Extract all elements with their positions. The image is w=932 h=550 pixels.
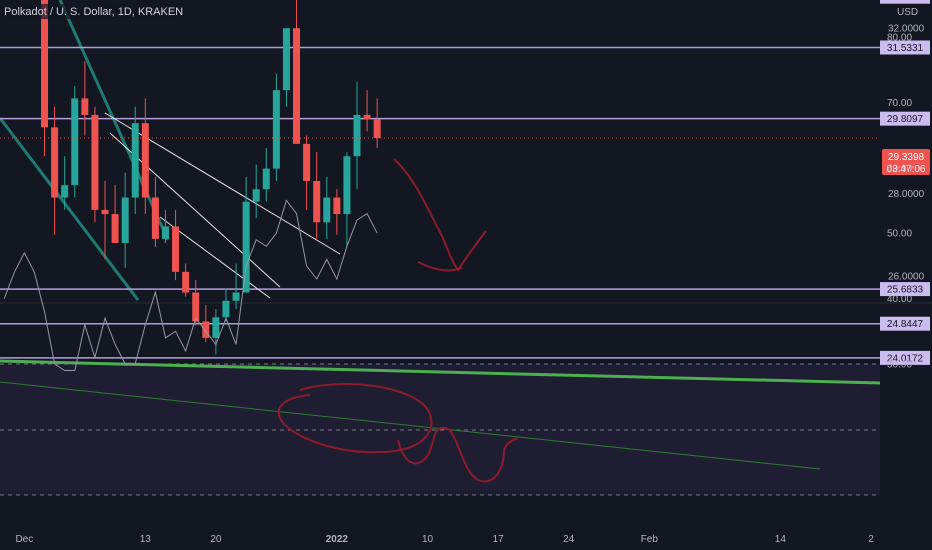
price-level-tag — [880, 40, 930, 55]
oscillator-tick-label: 70.00 — [887, 98, 912, 109]
price-tick-label: 28.0000 — [888, 189, 925, 200]
time-tick-label: 2022 — [326, 534, 349, 545]
candle-body — [41, 0, 49, 128]
candle-body — [303, 143, 311, 182]
chart-title: Polkadot / U. S. Dollar, 1D, KRAKEN — [4, 6, 183, 18]
candle-body — [71, 98, 79, 186]
candle-body — [141, 123, 149, 198]
candle-body — [172, 226, 180, 272]
price-level-value: 29.8097 — [887, 114, 924, 125]
candle-body — [232, 292, 240, 301]
price-level-value: 32.7621 — [887, 0, 924, 3]
candle-body — [272, 90, 280, 169]
green-trend-line — [0, 359, 881, 385]
oscillator-tick-label: 30.00 — [887, 360, 912, 371]
candle-body — [363, 114, 371, 120]
time-tick-label: 10 — [422, 534, 434, 545]
candle-body — [51, 127, 59, 198]
candle-body — [192, 292, 200, 322]
candle-body — [313, 181, 321, 223]
candle-body — [131, 123, 139, 198]
drawn-arrow-head — [417, 261, 463, 272]
price-level-tag — [880, 282, 930, 297]
time-tick-label: 14 — [775, 534, 787, 545]
countdown-timer: 03:47:06 — [887, 164, 926, 175]
candle-body — [212, 317, 220, 338]
time-tick-label: 13 — [140, 534, 152, 545]
title-backdrop — [2, 4, 180, 19]
candle-body — [293, 28, 301, 144]
candle-body — [323, 197, 331, 223]
price-level-value: 24.8447 — [887, 319, 924, 330]
candle-body — [61, 185, 69, 198]
candle-body — [353, 114, 361, 157]
drawn-ellipse — [277, 383, 433, 454]
price-level-value: 24.0172 — [887, 353, 924, 364]
candle-body — [182, 271, 190, 293]
price-level-tag — [880, 350, 930, 365]
candle-body — [121, 197, 129, 243]
time-tick-label: Dec — [15, 534, 33, 545]
current-price: 29.3398 — [888, 152, 925, 163]
candle-body — [151, 197, 159, 239]
oscillator-axis: 80.00 70.00 60.00 50.00 40.00 30.00 — [887, 33, 912, 371]
teal-trend-line — [0, 117, 140, 301]
price-level-value: 31.5331 — [887, 43, 924, 54]
candle-body — [333, 197, 341, 215]
oscillator-tick-label: 60.00 — [887, 163, 912, 174]
candle-body — [242, 201, 250, 293]
oscillator-tick-label: 50.00 — [887, 229, 912, 240]
rsi-line — [3, 199, 378, 371]
time-tick-label: 24 — [563, 534, 575, 545]
drawn-arrow — [393, 158, 487, 272]
candle-body — [91, 114, 99, 210]
candle-body — [101, 209, 109, 215]
time-tick-label: 17 — [493, 534, 505, 545]
candle-body — [252, 189, 260, 202]
currency-label: USD — [897, 7, 918, 18]
price-level-value: 25.6833 — [887, 285, 924, 296]
price-tick-label: 26.0000 — [888, 272, 925, 283]
thin-trend-line — [0, 381, 821, 470]
time-tick-label: Feb — [641, 534, 659, 545]
oscillator-tick-label: 80.00 — [887, 33, 912, 44]
time-tick-label: 2 — [868, 534, 874, 545]
candlestick-series — [41, 0, 381, 355]
candle-body — [161, 226, 169, 239]
price-level-tag — [880, 111, 930, 126]
teal-trend-line — [58, 0, 170, 241]
drawn-wave — [397, 426, 519, 483]
candle-body — [262, 168, 270, 190]
time-tick-label: 20 — [210, 534, 222, 545]
candle-body — [282, 28, 290, 91]
current-price-tag — [882, 149, 930, 175]
level-labels: 36.853832.762131.533129.809725.683324.84… — [880, 0, 930, 365]
candle-body — [111, 214, 119, 243]
price-tick-label: 32.0000 — [888, 24, 925, 35]
candle-body — [222, 300, 230, 318]
price-level-tag — [880, 316, 930, 331]
oscillator-tick-label: 40.00 — [887, 294, 912, 305]
candle-body — [343, 156, 351, 215]
time-axis: Dec 13 20 2022 10 17 24 Feb 14 2 — [15, 534, 874, 545]
candle-body — [202, 321, 210, 338]
price-level-tag — [880, 0, 930, 4]
candle-body — [81, 98, 89, 115]
price-levels — [0, 46, 880, 359]
candle-body — [373, 119, 381, 139]
